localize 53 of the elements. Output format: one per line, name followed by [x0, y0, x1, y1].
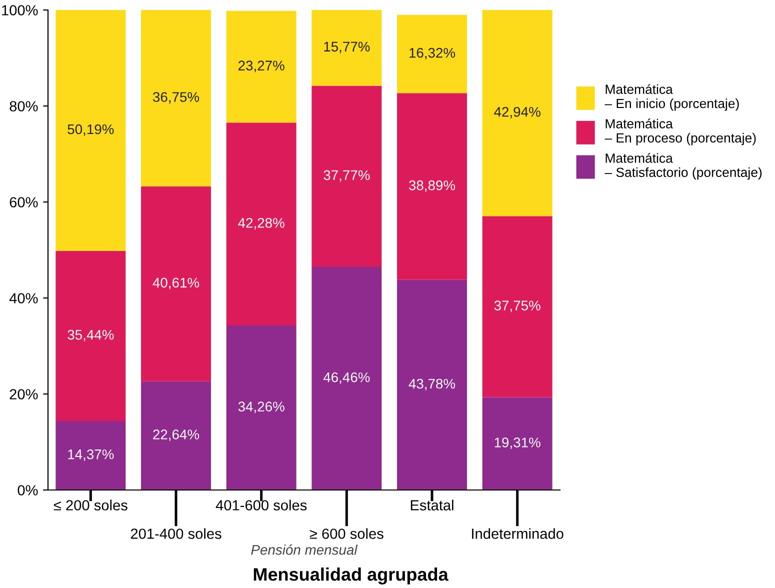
- x-axis-title: Pensión mensual: [251, 544, 358, 555]
- legend-label: Matemática – En inicio (porcentaje): [604, 84, 739, 111]
- y-tick-label: 0%: [18, 485, 38, 496]
- bar: [226, 122, 296, 326]
- data-label: 42,28%: [238, 218, 284, 230]
- y-tick-label: 40%: [9, 293, 38, 304]
- data-label: 19,31%: [494, 438, 540, 450]
- bar: [141, 10, 211, 186]
- y-tick-label: 100%: [2, 5, 38, 16]
- bar: [312, 86, 382, 267]
- data-label: 36,75%: [152, 92, 200, 104]
- data-label: 23,27%: [238, 60, 284, 72]
- data-label: 46,46%: [323, 372, 370, 384]
- x-tick-label: Estatal: [410, 500, 454, 510]
- data-label: 34,26%: [238, 402, 284, 414]
- data-label: 22,64%: [153, 430, 200, 442]
- y-tick-label: 60%: [10, 197, 38, 208]
- bar: [482, 397, 552, 490]
- bar: [141, 381, 211, 490]
- data-label: 42,94%: [494, 106, 540, 118]
- data-label: 14,37%: [68, 449, 114, 461]
- data-label: 35,44%: [68, 330, 114, 342]
- bar: [56, 250, 126, 422]
- data-label: 37,75%: [494, 300, 540, 312]
- data-label: 50,19%: [68, 124, 114, 136]
- bar: [482, 216, 552, 398]
- bar: [397, 93, 467, 280]
- bar: [141, 186, 211, 382]
- x-tick-label: Indeterminado: [472, 528, 564, 539]
- bar: [226, 326, 296, 490]
- bar: [312, 266, 382, 490]
- data-label: 15,77%: [324, 42, 370, 54]
- bar: [397, 280, 467, 490]
- data-label: 37,77%: [324, 170, 370, 182]
- y-tick-label: 20%: [10, 389, 38, 400]
- bar: [56, 10, 126, 251]
- data-label: 38,89%: [408, 180, 456, 192]
- x-tick-label: 201-400 soles: [130, 528, 222, 539]
- bar: [56, 421, 126, 490]
- x-tick-label: ≥ 600 soles: [310, 528, 384, 539]
- bar: [226, 10, 296, 123]
- text: Mensualidad agrupada: [254, 568, 448, 584]
- legend-label: Matemática – Satisfactorio (porcentaje): [604, 152, 762, 180]
- data-label: 16,32%: [410, 48, 456, 60]
- bar: [482, 10, 552, 216]
- data-label: 40,61%: [152, 278, 200, 290]
- data-label: 43,78%: [408, 378, 456, 390]
- bar: [312, 10, 382, 86]
- x-tick-label: 401-600 soles: [216, 500, 307, 510]
- bar: [397, 14, 467, 94]
- x-tick-label: ≤ 200 soles: [54, 500, 128, 510]
- y-tick-label: 80%: [10, 101, 38, 112]
- legend-label: Matemática – En proceso (porcentaje): [604, 118, 756, 146]
